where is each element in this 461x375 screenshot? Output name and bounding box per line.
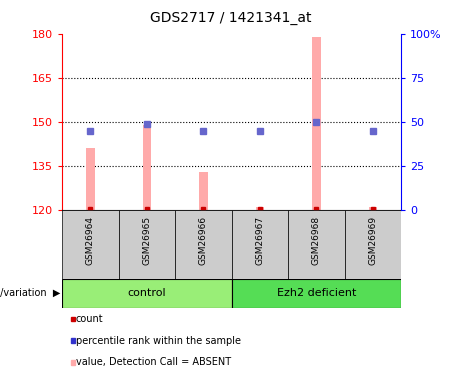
Text: GSM26969: GSM26969 (368, 216, 378, 265)
Text: GDS2717 / 1421341_at: GDS2717 / 1421341_at (150, 11, 311, 25)
Bar (62, 279, 231, 308)
Bar (231, 210, 288, 279)
Bar (288, 210, 344, 279)
Bar (175, 210, 231, 279)
Bar (199, 172, 207, 210)
Bar (118, 210, 175, 279)
Text: genotype/variation  ▶: genotype/variation ▶ (0, 288, 60, 298)
Text: GSM26967: GSM26967 (255, 216, 265, 265)
Text: GSM26966: GSM26966 (199, 216, 208, 265)
Bar (143, 125, 151, 210)
Text: Ezh2 deficient: Ezh2 deficient (277, 288, 356, 298)
Bar (312, 37, 320, 210)
Text: GSM26968: GSM26968 (312, 216, 321, 265)
Text: percentile rank within the sample: percentile rank within the sample (76, 336, 241, 345)
Text: count: count (76, 314, 104, 324)
Bar (86, 148, 95, 210)
Text: control: control (128, 288, 166, 298)
Text: GSM26964: GSM26964 (86, 216, 95, 264)
Bar (369, 207, 377, 210)
Text: value, Detection Call = ABSENT: value, Detection Call = ABSENT (76, 357, 231, 367)
Bar (62, 210, 118, 279)
Bar (344, 210, 401, 279)
Bar (231, 279, 401, 308)
Text: GSM26965: GSM26965 (142, 216, 152, 265)
Bar (256, 207, 264, 210)
